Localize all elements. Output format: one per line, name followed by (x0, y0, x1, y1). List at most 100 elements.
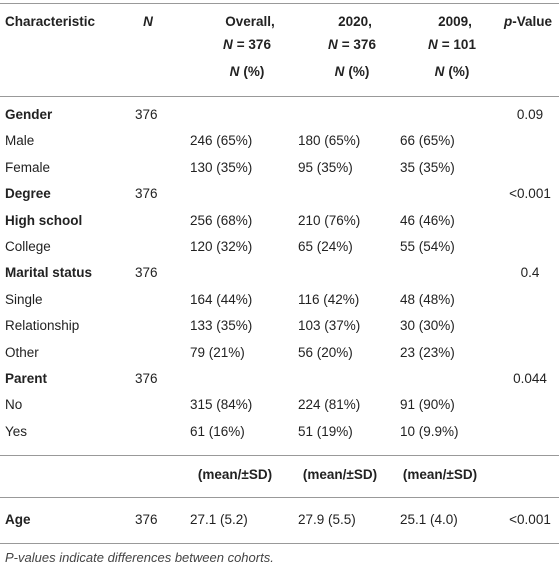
row-label: Age (5, 511, 31, 529)
footnote-part: P-values indicate differences between co… (5, 550, 274, 565)
cell: 48 (48%) (400, 291, 455, 309)
cell: 0.4 (521, 264, 540, 282)
header-cell-part: = 376 (236, 37, 271, 52)
header-cell-part: -Value (512, 14, 552, 29)
header-cell: N = 376 (328, 36, 376, 54)
cell: 65 (24%) (298, 238, 353, 256)
cell-part: 376 (135, 186, 158, 202)
cell: 133 (35%) (190, 317, 252, 335)
cell-part: 376 (135, 107, 158, 122)
header-cell-part: (mean/±SD) (197, 467, 273, 482)
header-cell: N (%) (335, 63, 370, 81)
header-cell: (mean/±SD) (198, 466, 272, 484)
row-label: Parent (5, 370, 47, 388)
cell: 91 (90%) (400, 396, 455, 414)
cell: 79 (21%) (190, 344, 245, 362)
header-cell: p-Value (504, 13, 552, 31)
header-cell-part: (mean/±SD) (302, 467, 378, 482)
cell-part: 0.044 (513, 371, 547, 386)
cell: 56 (20%) (298, 344, 353, 362)
cell-part: 91 (90%) (400, 397, 455, 413)
cell-part: 130 (35%) (190, 159, 253, 175)
header-cell-part: N (328, 37, 338, 52)
cell-part: 65 (24%) (298, 239, 353, 254)
row-label: Gender (5, 106, 52, 124)
header-cell-part: (%) (448, 64, 470, 79)
header-cell-part: 2020, (338, 14, 372, 29)
cell: 180 (65%) (298, 132, 360, 150)
header-cell-part: N (434, 64, 445, 79)
cell-part: 46 (46%) (400, 212, 455, 228)
row-label: College (5, 238, 51, 256)
cell-part: 116 (42%) (298, 291, 360, 307)
cell: 27.1 (5.2) (190, 511, 248, 529)
rule (0, 3, 559, 4)
row-label-part: Yes (5, 423, 28, 439)
cell-part: 376 (135, 265, 158, 281)
header-cell-part: Characteristic (5, 14, 96, 29)
header-cell: N (%) (435, 63, 470, 81)
row-label: Marital status (5, 264, 92, 282)
row-label: Yes (5, 423, 27, 441)
row-label-part: Marital status (5, 265, 93, 281)
row-label: Degree (5, 185, 51, 203)
cell-part: <0.001 (509, 512, 551, 527)
cell: 51 (19%) (298, 423, 353, 441)
header-cell-part: N (223, 37, 233, 52)
cell: 376 (135, 511, 158, 529)
cell: 35 (35%) (400, 159, 455, 177)
rule (0, 497, 559, 498)
header-cell-part: p (503, 14, 513, 29)
header-cell-part: = 101 (441, 37, 476, 52)
header-cell: Characteristic (5, 13, 95, 31)
row-label: No (5, 396, 22, 414)
cell-part: 27.1 (5.2) (190, 512, 248, 527)
cell: 210 (76%) (298, 212, 360, 230)
row-label-part: Single (5, 291, 43, 307)
cell-part: 0.09 (516, 107, 544, 122)
cell-part: 27.9 (5.5) (298, 512, 356, 527)
cell-part: 25.1 (4.0) (400, 512, 458, 527)
row-label: High school (5, 212, 82, 230)
row-label-part: Female (5, 159, 51, 175)
cell-part: 56 (20%) (298, 344, 353, 360)
rule (0, 96, 559, 97)
cell-part: <0.001 (509, 186, 551, 202)
cell: 315 (84%) (190, 396, 252, 414)
cell-part: 30 (30%) (400, 318, 455, 334)
cell-part: 103 (37%) (298, 318, 361, 334)
cell: 246 (65%) (190, 132, 252, 150)
cell-part: 376 (135, 512, 158, 527)
cell-part: 133 (35%) (190, 318, 253, 334)
header-cell: 2020, (338, 13, 372, 31)
header-cell-part: (%) (243, 64, 265, 79)
cell-part: 246 (65%) (190, 133, 253, 149)
cell: 46 (46%) (400, 212, 455, 230)
cell-part: 120 (32%) (190, 239, 253, 254)
cell: 55 (54%) (400, 238, 455, 256)
cell-part: 61 (16%) (190, 423, 245, 439)
cell-part: 164 (44%) (190, 291, 253, 307)
cell: 164 (44%) (190, 291, 252, 309)
cell: 376 (135, 185, 158, 203)
rule (0, 543, 559, 544)
cell-part: 48 (48%) (400, 291, 455, 307)
cell-part: 224 (81%) (298, 397, 361, 413)
header-cell-part: N (334, 64, 345, 79)
cell-part: 180 (65%) (298, 133, 361, 149)
cell-part: 66 (65%) (400, 133, 455, 149)
footnote: P-values indicate differences between co… (5, 549, 274, 567)
cell-part: 210 (76%) (298, 212, 361, 228)
row-label-part: Degree (5, 186, 51, 202)
cell-part: 23 (23%) (400, 344, 455, 360)
cell-part: 256 (68%) (190, 212, 253, 228)
header-cell: N (143, 13, 153, 31)
header-cell-part: N (229, 64, 240, 79)
row-label-part: No (5, 397, 23, 413)
cell-part: 376 (135, 371, 158, 386)
header-cell: 2009, (438, 13, 472, 31)
row-label-part: Relationship (5, 318, 80, 334)
cell: 0.09 (517, 106, 543, 124)
header-cell: (mean/±SD) (403, 466, 477, 484)
